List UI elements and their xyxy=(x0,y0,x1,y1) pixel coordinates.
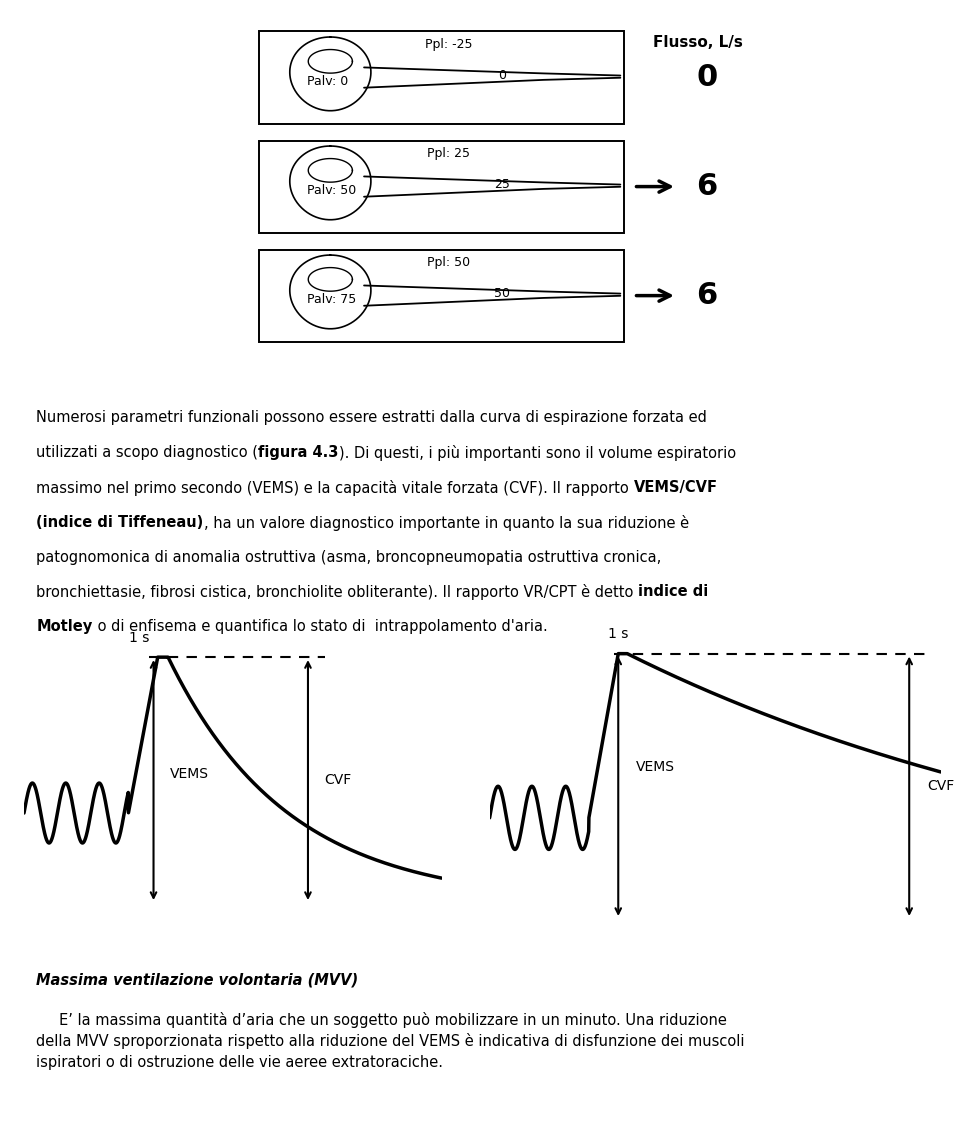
Text: bronchiettasie, fibrosi cistica, bronchiolite obliterante). Il rapporto VR/CPT è: bronchiettasie, fibrosi cistica, bronchi… xyxy=(36,584,638,600)
Text: 6: 6 xyxy=(696,281,717,310)
Text: VEMS/CVF: VEMS/CVF xyxy=(634,480,718,495)
Polygon shape xyxy=(290,146,371,220)
Text: figura 4.3: figura 4.3 xyxy=(258,445,339,460)
Text: Ppl: 25: Ppl: 25 xyxy=(427,147,470,160)
Text: 1 s: 1 s xyxy=(129,632,150,645)
Text: 25: 25 xyxy=(493,179,510,191)
Text: 1 s: 1 s xyxy=(608,627,629,641)
Text: massimo nel primo secondo (VEMS) e la capacità vitale forzata (CVF). Il rapporto: massimo nel primo secondo (VEMS) e la ca… xyxy=(36,480,634,496)
Text: Motley: Motley xyxy=(36,619,93,634)
Text: Massima ventilazione volontaria (MVV): Massima ventilazione volontaria (MVV) xyxy=(36,972,359,987)
Text: ). Di questi, i più importanti sono il volume espiratorio: ). Di questi, i più importanti sono il v… xyxy=(339,445,736,461)
Polygon shape xyxy=(290,255,371,329)
Text: Palv: 50: Palv: 50 xyxy=(306,183,356,197)
Bar xyxy=(259,250,624,342)
Bar xyxy=(259,31,624,124)
Text: Flusso, L/s: Flusso, L/s xyxy=(653,35,743,51)
Text: Ppl: -25: Ppl: -25 xyxy=(425,38,472,51)
Text: CVF: CVF xyxy=(927,779,954,794)
Text: 0: 0 xyxy=(498,70,506,82)
Bar xyxy=(259,140,624,233)
Text: 0: 0 xyxy=(696,63,717,92)
Text: VEMS: VEMS xyxy=(636,760,675,774)
Text: Palv: 0: Palv: 0 xyxy=(306,74,348,88)
Text: VEMS: VEMS xyxy=(170,767,209,781)
Text: Numerosi parametri funzionali possono essere estratti dalla curva di espirazione: Numerosi parametri funzionali possono es… xyxy=(36,410,708,425)
Polygon shape xyxy=(308,158,352,182)
Polygon shape xyxy=(290,37,371,111)
Text: , ha un valore diagnostico importante in quanto la sua riduzione è: , ha un valore diagnostico importante in… xyxy=(204,515,689,531)
Text: patognomonica di anomalia ostruttiva (asma, broncopneumopatia ostruttiva cronica: patognomonica di anomalia ostruttiva (as… xyxy=(36,550,661,564)
Text: Ppl: 50: Ppl: 50 xyxy=(427,256,470,269)
Text: Palv: 75: Palv: 75 xyxy=(306,292,356,306)
Text: 50: 50 xyxy=(493,288,510,300)
Polygon shape xyxy=(308,268,352,291)
Text: utilizzati a scopo diagnostico (: utilizzati a scopo diagnostico ( xyxy=(36,445,258,460)
Text: indice di: indice di xyxy=(638,584,708,599)
Text: E’ la massima quantità d’aria che un soggetto può mobilizzare in un minuto. Una : E’ la massima quantità d’aria che un sog… xyxy=(36,1012,745,1070)
Polygon shape xyxy=(308,49,352,73)
Text: (indice di Tiffeneau): (indice di Tiffeneau) xyxy=(36,515,204,529)
Text: o di enfisema e quantifica lo stato di  intrappolamento d'aria.: o di enfisema e quantifica lo stato di i… xyxy=(93,619,547,634)
Text: 6: 6 xyxy=(696,172,717,201)
Text: CVF: CVF xyxy=(324,773,352,787)
